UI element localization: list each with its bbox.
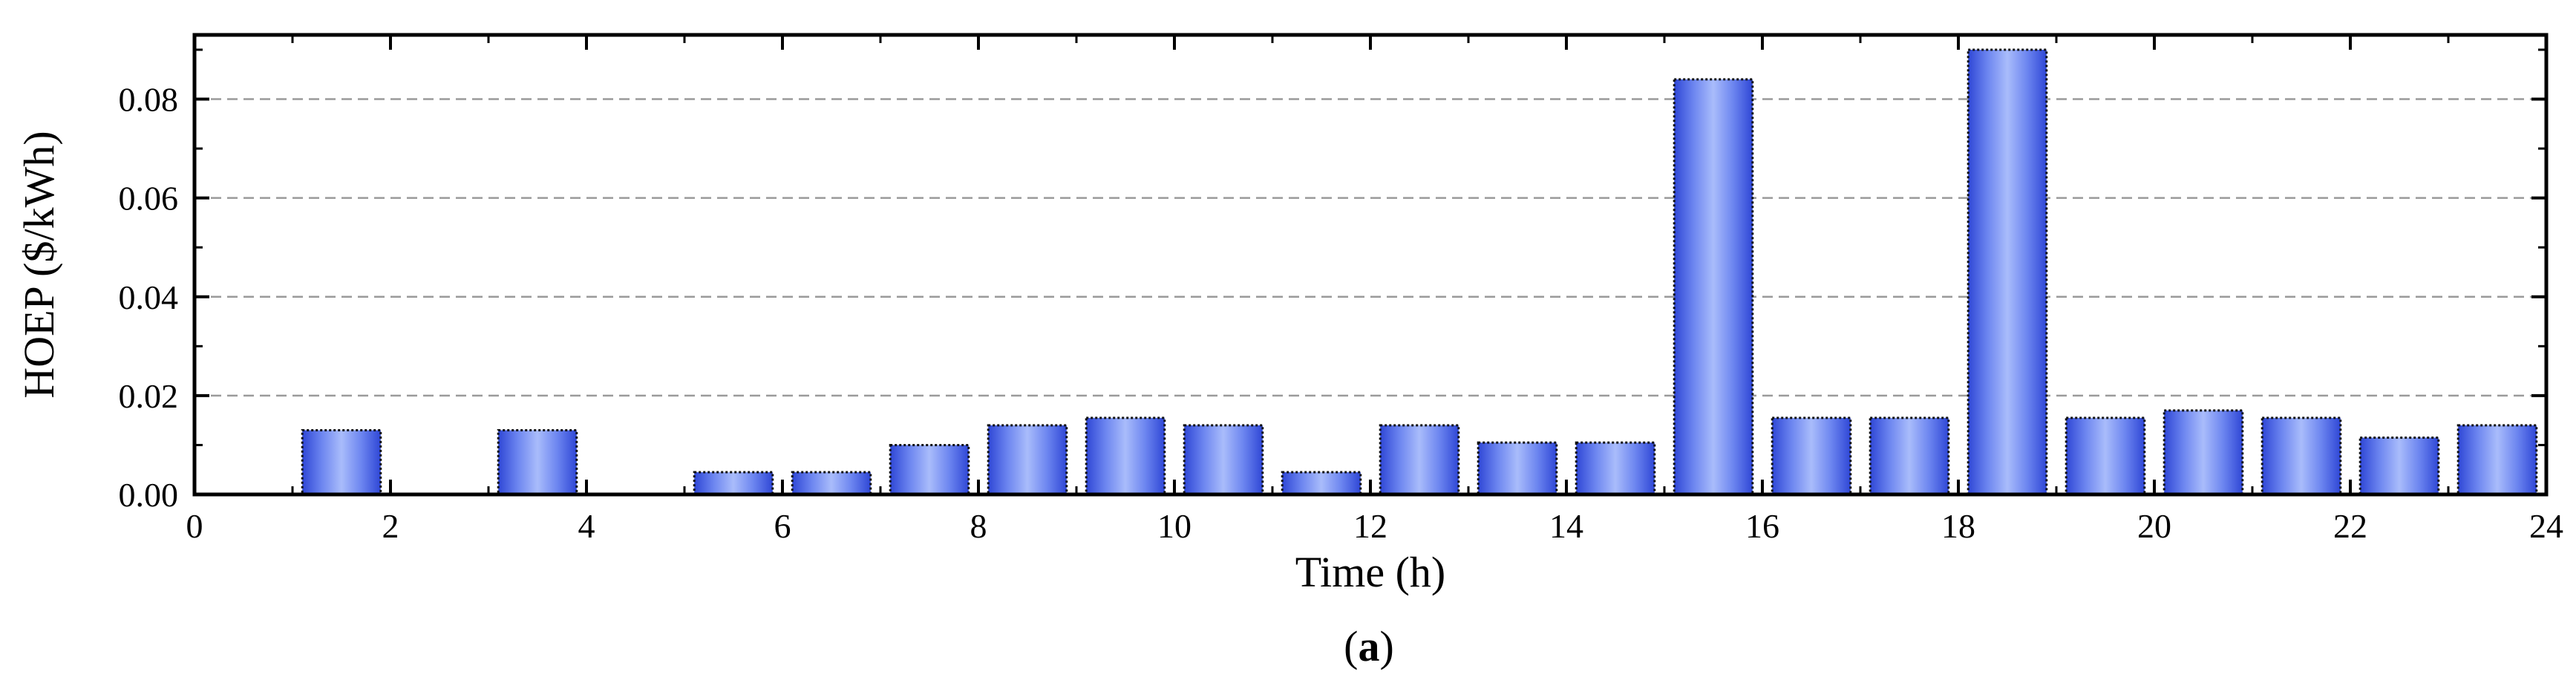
bar [1575,441,1656,496]
x-tick-label: 6 [774,507,791,545]
bar [1771,416,1852,496]
y-tick-label: 0.06 [119,180,179,218]
bar [2260,416,2342,496]
x-tick-label: 2 [382,507,399,545]
y-tick-label: 0.08 [119,81,179,119]
bar [497,428,578,496]
x-axis-title: Time (h) [1295,548,1446,596]
x-tick-label: 16 [1745,507,1779,545]
caption-open: ( [1344,622,1358,670]
bar [1967,48,2048,496]
bar [2163,409,2244,496]
bars [301,48,2538,496]
y-tick-label: 0.04 [119,278,179,316]
bar [1869,416,1950,496]
y-tick-labels: 0.00 0.02 0.04 0.06 0.08 [119,81,179,514]
bar [693,471,774,496]
caption-close: ) [1380,622,1394,670]
grid-lines [194,98,2546,397]
x-tick-label: 14 [1549,507,1583,545]
x-tick-label: 22 [2333,507,2367,545]
bar [1477,441,1558,496]
bar [301,428,382,496]
bar [1673,78,1754,496]
y-axis-title: HOEP ($/kWh) [15,131,63,398]
x-tick-label: 18 [1941,507,1975,545]
y-tick-label: 0.02 [119,377,179,415]
bar [1379,424,1460,496]
x-tick-label: 20 [2137,507,2171,545]
bar [1183,424,1264,496]
y-tick-label: 0.00 [119,476,179,514]
x-tick-label: 4 [578,507,595,545]
bar [2358,436,2440,496]
x-tick-label: 24 [2529,507,2563,545]
x-tick-label: 12 [1353,507,1387,545]
x-tick-labels: 0 2 4 6 8 10 12 14 16 18 20 22 24 [186,507,2564,545]
x-tick-label: 8 [970,507,987,545]
bar [2456,424,2538,496]
bar [987,424,1068,496]
x-tick-label: 10 [1157,507,1191,545]
axis-ticks [193,35,2548,496]
bar [2065,416,2146,496]
caption-letter: a [1359,622,1380,670]
subfigure-caption: (a) [1344,622,1394,670]
bar [791,471,872,496]
bar [1281,471,1362,496]
bar [889,443,970,496]
x-tick-label: 0 [186,507,203,545]
bar [1085,416,1166,496]
